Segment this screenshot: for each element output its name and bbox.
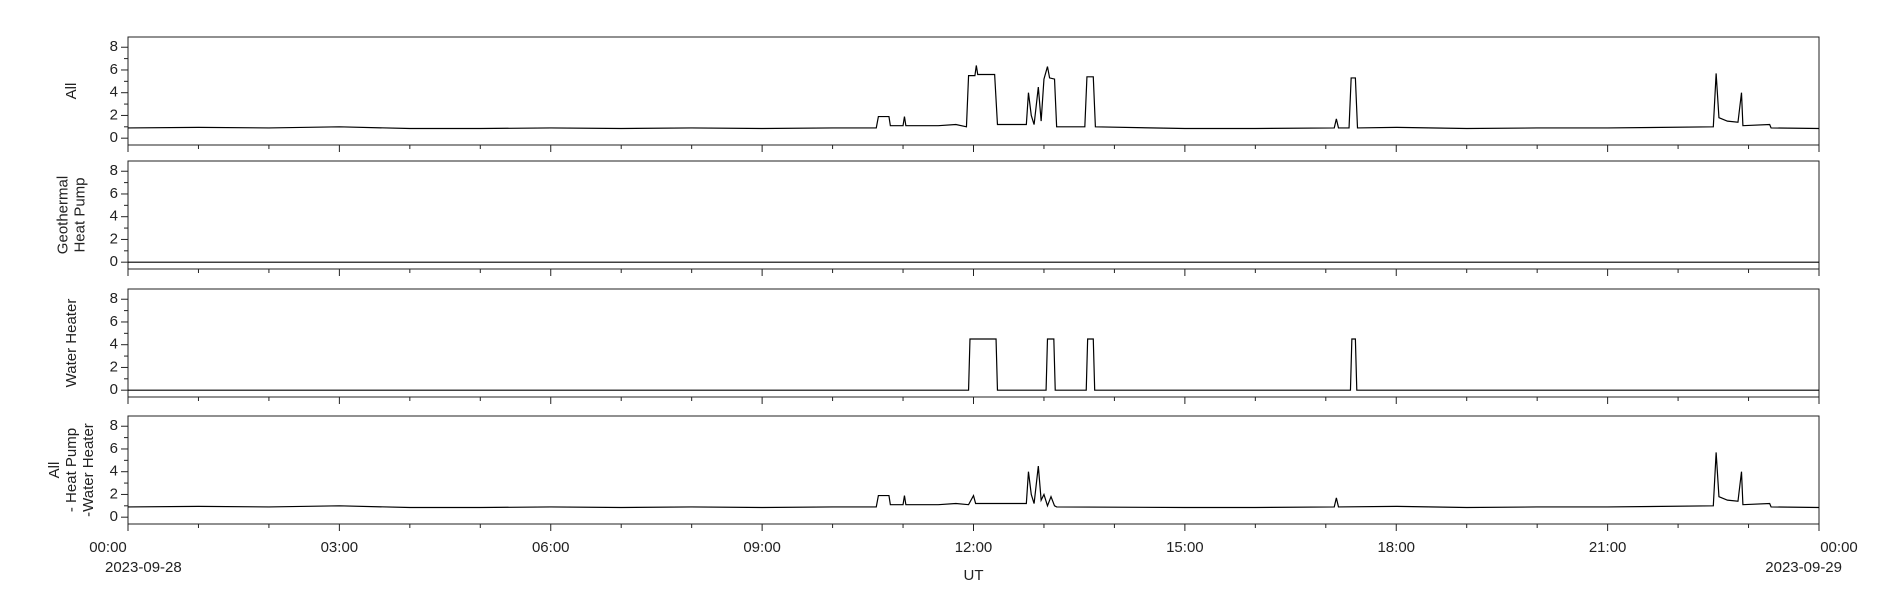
x-date-label: 2023-09-28 <box>105 559 182 576</box>
panel-frame <box>127 160 1820 270</box>
x-tick-label: 15:00 <box>1166 539 1204 556</box>
y-axis-label: -Water Heater <box>80 423 97 517</box>
x-tick-label: 09:00 <box>743 539 781 556</box>
y-axis-label: Heat Pump <box>71 177 88 252</box>
y-tick-label: 8 <box>110 417 118 434</box>
y-tick-label: 8 <box>110 162 118 179</box>
y-tick-label: 2 <box>110 230 118 247</box>
y-tick-label: 6 <box>110 313 118 330</box>
y-tick-label: 6 <box>110 440 118 457</box>
y-axis-label: Water Heater <box>63 299 80 388</box>
y-tick-label: 0 <box>110 381 118 398</box>
data-line <box>128 338 1819 391</box>
y-tick-label: 2 <box>110 106 118 123</box>
panel-frame <box>127 288 1820 398</box>
x-axis-label: UT <box>964 567 984 584</box>
y-tick-label: 6 <box>110 61 118 78</box>
x-date-label: 2023-09-29 <box>1765 559 1842 576</box>
y-tick-label: 4 <box>110 463 118 480</box>
data-line <box>127 65 1820 130</box>
x-tick-label: 00:00 <box>1820 539 1858 556</box>
y-tick-label: 8 <box>110 290 118 307</box>
x-tick-label: 18:00 <box>1377 539 1415 556</box>
panel-frame <box>127 36 1820 146</box>
x-tick-label: 00:00 <box>89 539 127 556</box>
y-tick-label: 0 <box>110 508 118 525</box>
y-tick-label: 8 <box>110 38 118 55</box>
y-tick-label: 2 <box>110 485 118 502</box>
y-tick-label: 6 <box>110 185 118 202</box>
x-tick-label: 12:00 <box>955 539 993 556</box>
y-axis-label: - Heat Pump <box>63 428 80 512</box>
x-tick-label: 06:00 <box>532 539 570 556</box>
y-tick-label: 4 <box>110 84 118 101</box>
y-tick-label: 4 <box>110 208 118 225</box>
data-line <box>127 452 1820 509</box>
x-tick-label: 21:00 <box>1589 539 1627 556</box>
y-tick-label: 2 <box>110 358 118 375</box>
y-axis-label: All <box>46 462 63 479</box>
y-axis-label: Geothermal <box>54 176 71 254</box>
y-tick-label: 4 <box>110 336 118 353</box>
x-tick-label: 03:00 <box>321 539 359 556</box>
y-tick-label: 0 <box>110 129 118 146</box>
panel-frame <box>127 415 1820 525</box>
y-tick-label: 0 <box>110 253 118 270</box>
y-axis-label: All <box>63 83 80 100</box>
